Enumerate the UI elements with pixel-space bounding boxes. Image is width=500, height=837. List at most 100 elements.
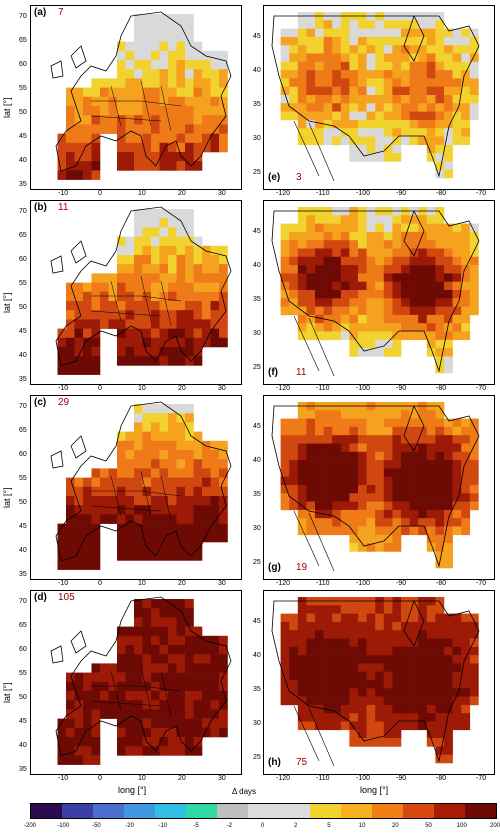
grid-cell (142, 236, 152, 247)
grid-cell (202, 264, 211, 274)
grid-cell (91, 700, 101, 710)
grid-cell (142, 356, 152, 366)
grid-cell (134, 106, 143, 116)
grid-cell (176, 737, 186, 747)
grid-cell (435, 509, 445, 519)
grid-cell (66, 523, 75, 534)
grid-cell (280, 655, 290, 664)
europe-x-tick: 20 (178, 190, 186, 197)
grid-cell (315, 314, 324, 324)
europe-y-tick: 50 (19, 499, 27, 506)
usa-x-tick: -120 (276, 190, 291, 197)
grid-cell (159, 209, 169, 219)
usa-x-tick: -90 (396, 190, 407, 197)
colorbar-tick: -20 (125, 823, 134, 829)
grid-cell (409, 443, 419, 453)
grid-cell (91, 170, 101, 180)
grid-cell (57, 161, 67, 171)
grid-cell (151, 106, 160, 116)
grid-cell (219, 691, 228, 701)
colorbar-tick: -200 (23, 823, 37, 829)
grid-cell (383, 518, 393, 527)
grid-cell (444, 144, 453, 154)
grid-cell (444, 754, 453, 764)
grid-cell (168, 737, 177, 747)
grid-cell (117, 115, 126, 125)
grid-cell (435, 298, 445, 307)
grid-cell (193, 626, 203, 637)
grid-cell (409, 680, 419, 689)
colorbar-swatch (434, 804, 465, 818)
grid-cell (306, 95, 316, 104)
grid-cell (289, 306, 299, 316)
grid-cell (66, 505, 75, 515)
grid-cell (375, 501, 385, 511)
grid-cell (426, 223, 436, 233)
grid-cell (323, 526, 333, 536)
grid-cell (426, 256, 436, 266)
grid-cell (349, 663, 359, 672)
grid-cell (185, 60, 194, 70)
grid-cell (74, 746, 84, 756)
grid-cell (426, 688, 436, 697)
grid-cell (375, 451, 385, 461)
grid-cell (461, 298, 471, 307)
grid-cell (358, 534, 367, 544)
grid-cell (125, 477, 135, 488)
grid-cell (66, 133, 75, 144)
grid-cell (452, 136, 462, 146)
grid-cell (210, 69, 220, 79)
grid-cell (366, 476, 376, 486)
grid-cell (159, 161, 169, 171)
grid-cell (452, 53, 462, 63)
grid-cell (210, 124, 220, 134)
grid-cell (366, 128, 376, 137)
grid-cell (306, 451, 316, 461)
grid-cell (151, 681, 160, 692)
grid-cell (340, 20, 350, 29)
usa-x-tick: -80 (436, 775, 447, 782)
grid-cell (418, 53, 428, 63)
grid-cell (435, 273, 445, 282)
grid-cell (159, 709, 169, 719)
grid-cell (332, 86, 342, 96)
grid-cell (444, 688, 453, 697)
colorbar-tick: 2 (294, 823, 298, 829)
grid-cell (332, 53, 342, 63)
grid-cell (375, 95, 385, 104)
grid-cell (142, 227, 152, 237)
grid-cell (193, 291, 203, 302)
grid-cell (142, 551, 152, 561)
grid-cell (401, 61, 410, 71)
grid-cell (340, 663, 350, 672)
grid-cell (435, 207, 445, 216)
usa-x-tick: -100 (356, 775, 371, 782)
grid-cell (185, 599, 194, 609)
colorbar-swatch (248, 804, 279, 818)
grid-cell (409, 468, 419, 477)
grid-cell (83, 477, 92, 488)
grid-cell (100, 301, 109, 311)
grid-cell (83, 328, 92, 339)
grid-cell (383, 426, 393, 436)
grid-cell (444, 356, 453, 365)
grid-cell (125, 337, 135, 348)
grid-cell (66, 106, 75, 116)
grid-cell (461, 265, 471, 274)
grid-cell (289, 663, 299, 672)
grid-cell (375, 290, 385, 299)
grid-cell (100, 115, 109, 125)
grid-cell (219, 69, 228, 79)
grid-cell (151, 523, 160, 534)
grid-cell (358, 663, 367, 672)
grid-cell (375, 543, 385, 552)
grid-cell (375, 339, 385, 349)
grid-cell (117, 727, 126, 738)
grid-cell (159, 727, 169, 738)
grid-cell (57, 542, 67, 552)
grid-cell (74, 291, 84, 302)
grid-cell (176, 413, 186, 423)
grid-cell (409, 36, 419, 46)
grid-cell (134, 542, 143, 552)
grid-cell (176, 440, 186, 451)
